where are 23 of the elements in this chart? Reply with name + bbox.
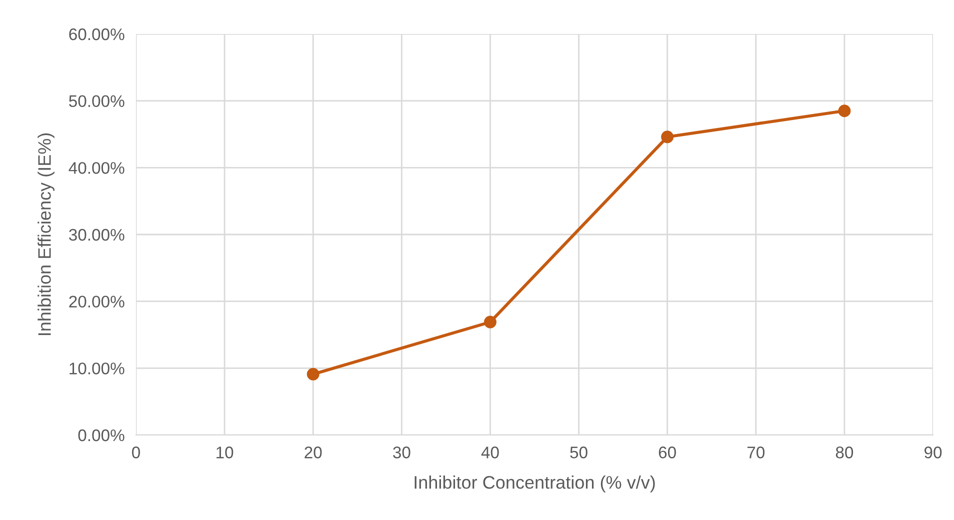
- x-tick-label: 10: [216, 446, 234, 458]
- x-tick-label: 30: [393, 446, 410, 458]
- x-tick-label: 60: [658, 446, 676, 458]
- y-tick-label: 40.00%: [68, 162, 124, 174]
- y-tick-label: 0.00%: [78, 429, 124, 442]
- x-tick-label: 50: [570, 446, 588, 458]
- y-axis-title: Inhibition Efficiency (IE%): [38, 133, 54, 336]
- x-tick-label: 70: [747, 446, 765, 458]
- y-tick-label: 10.00%: [70, 362, 124, 374]
- point: [838, 104, 851, 118]
- y-tick-label: 20.00%: [69, 296, 124, 308]
- x-tick-label: 80: [836, 446, 854, 458]
- x-tick-label: 20: [304, 446, 322, 458]
- x-tick-label: 90: [924, 446, 942, 458]
- y-tick-label: 30.00%: [69, 228, 124, 241]
- point: [306, 368, 320, 380]
- x-tick-label: 40: [481, 446, 499, 458]
- y-tick-label: 60.00%: [69, 28, 124, 40]
- point: [484, 316, 496, 328]
- x-axis-title: Inhibitor Concentration (% v/v): [414, 476, 655, 492]
- point: [661, 130, 674, 144]
- x-tick-label: 0: [132, 446, 140, 458]
- y-tick-label: 50.00%: [69, 95, 124, 108]
